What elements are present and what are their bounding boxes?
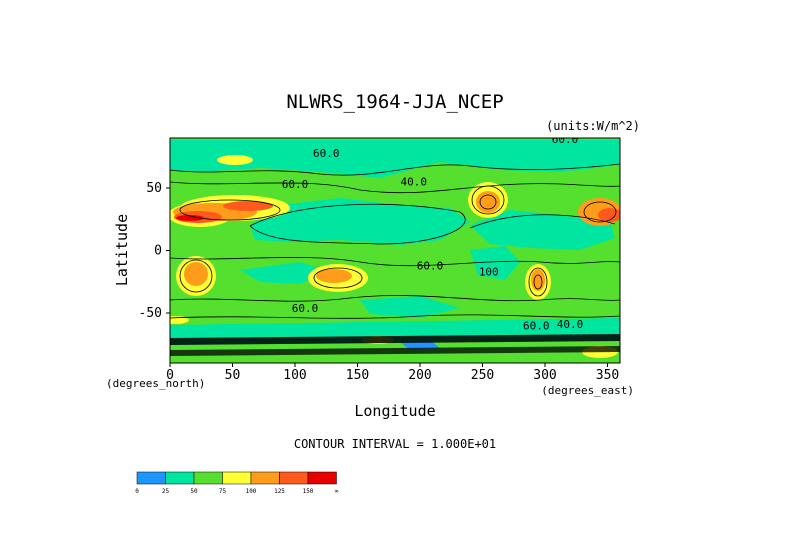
field-blobs [170,140,620,358]
chart-title: NLWRS_1964-JJA_NCEP [286,91,503,113]
y-axis-label: Latitude [113,214,131,286]
colorbar-label: 50 [190,488,198,495]
x-tick-label: 0 [166,368,174,383]
dense-contour-band [170,346,620,356]
contour-label: 40.0 [557,318,584,331]
y-unit-label: (degrees_north) [106,377,205,390]
contour-ring [479,194,497,210]
colorbar-label: 75 [219,488,227,495]
colorbar-swatch [279,471,309,485]
contour-ring [533,274,543,290]
colorbar-swatch [136,471,166,485]
colorbar-label: 0 [135,488,139,495]
warm-zone [476,191,500,213]
cyan-zone [360,296,460,318]
x-tick-label: 250 [471,368,494,383]
contour-label: 60.0 [313,147,340,160]
heatmap-field: 60.0 60.0 40.0 60.0 60.0 100 60.0 40.0 60.0 [170,133,620,363]
colorbar-label: 25 [162,488,170,495]
x-tick-label: 350 [596,368,619,383]
x-tick-label: 150 [346,368,369,383]
y-tick-label: 50 [146,181,162,196]
contour-line [170,181,620,194]
warm-zone [176,215,204,221]
contour-label-layer: 60.0 60.0 40.0 60.0 60.0 100 60.0 40.0 60.0 [282,133,584,332]
colorbar-label: 150 [303,488,314,495]
contour-ring [471,185,505,215]
y-tick-label: -50 [139,306,162,321]
contour-ring [313,267,363,289]
contour-label: 60.0 [282,178,309,191]
contour-line [170,163,620,176]
contour-label: 60.0 [552,133,579,146]
colorbar-swatch [222,471,252,485]
colorbar-label: 100 [246,488,257,495]
contour-line [170,314,620,319]
colorbar-swatch [250,471,280,485]
colorbar-swatch [165,471,195,485]
contour-label: 60.0 [523,319,550,332]
warm-zone [217,155,253,165]
warm-zone [316,269,352,283]
contour-line [170,295,620,302]
colorbar-label: 125 [274,488,285,495]
contour-line [469,214,616,229]
warm-zone [598,208,620,222]
cyan-zone [170,140,620,178]
contour-ring [583,201,617,223]
cyan-zone [470,210,615,250]
colorbar-swatch [193,471,223,485]
colorbar-label: ∞ [335,488,339,495]
x-tick-label: 200 [408,368,431,383]
cyan-zone [470,246,520,280]
contour-interval-label: CONTOUR INTERVAL = 1.000E+01 [294,437,496,451]
y-axis: 50 0 -50 [139,181,170,321]
warm-zone [223,201,273,211]
x-tick-label: 50 [225,368,241,383]
warm-zone [184,262,208,286]
contour-ring [528,267,548,297]
contour-label: 40.0 [401,176,428,189]
x-tick-label: 100 [283,368,306,383]
y-tick-label: 0 [154,244,162,259]
warm-zone [531,269,545,291]
contour-ring [179,199,281,221]
cyan-zone [240,262,330,284]
x-unit-label: (degrees_east) [541,384,634,397]
colorbar-swatch [307,471,337,485]
contour-label: 100 [479,266,499,279]
contour-ring [179,259,213,293]
units-label: (units:W/m^2) [546,119,640,133]
contour-label: 60.0 [417,259,444,272]
contour-line [249,203,466,245]
contour-lines [170,163,620,319]
dense-contour-band [170,334,620,345]
contour-line [170,256,620,267]
x-tick-label: 300 [533,368,556,383]
x-axis: 0 50 100 150 200 250 300 350 [166,363,619,383]
x-axis-label: Longitude [354,402,435,420]
cyan-zone [250,198,470,245]
colorbar: 0 25 50 75 100 125 150 ∞ [135,471,339,495]
contour-label: 60.0 [292,302,319,315]
